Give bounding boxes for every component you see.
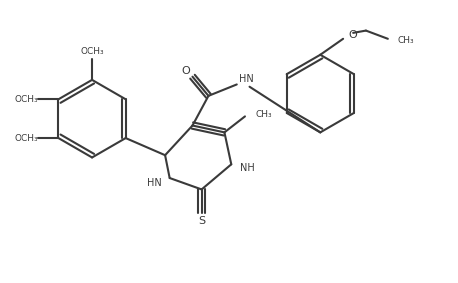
Text: OCH₃: OCH₃ [15,134,38,143]
Text: O: O [181,66,190,76]
Text: OCH₃: OCH₃ [15,95,38,104]
Text: NH: NH [240,163,255,173]
Text: OCH₃: OCH₃ [80,47,104,56]
Text: HN: HN [147,179,162,188]
Text: CH₃: CH₃ [398,36,414,45]
Text: O: O [349,30,357,40]
Text: S: S [198,216,205,226]
Text: CH₃: CH₃ [255,110,272,119]
Text: HN: HN [239,74,254,84]
